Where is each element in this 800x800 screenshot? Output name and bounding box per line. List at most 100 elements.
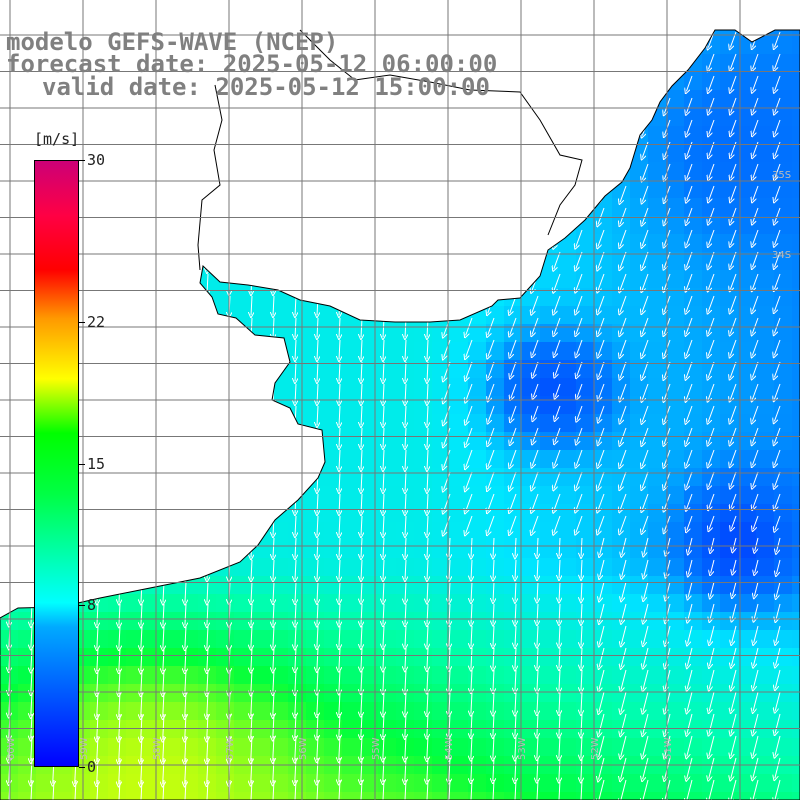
wind-arrow — [141, 119, 142, 139]
wind-cell — [504, 396, 523, 415]
wind-arrow — [466, 10, 472, 28]
wind-cell — [666, 54, 685, 73]
wind-cell — [684, 630, 703, 649]
wind-cell — [396, 198, 415, 217]
wind-cell — [234, 108, 253, 127]
wind-cell — [540, 774, 559, 793]
wind-cell — [774, 648, 793, 667]
wind-cell — [522, 252, 541, 271]
wind-cell — [180, 504, 199, 523]
wind-cell — [558, 792, 577, 800]
wind-cell — [414, 198, 433, 217]
wind-cell — [216, 558, 235, 577]
wind-cell — [306, 180, 325, 199]
wind-cell — [522, 432, 541, 451]
wind-arrow — [576, 251, 583, 269]
wind-cell — [684, 738, 703, 757]
wind-cell — [774, 144, 793, 163]
wind-cell — [720, 126, 739, 145]
wind-cell — [666, 558, 685, 577]
wind-cell — [414, 774, 433, 793]
wind-arrow — [488, 273, 495, 291]
wind-arrow — [600, 581, 605, 600]
wind-cell — [576, 468, 595, 487]
wind-cell — [486, 180, 505, 199]
wind-arrow — [752, 251, 759, 267]
wind-cell — [756, 396, 775, 415]
wind-cell — [360, 234, 379, 253]
wind-cell — [666, 684, 685, 703]
wind-arrow — [576, 229, 583, 247]
wind-cell — [630, 612, 649, 631]
wind-cell — [90, 774, 109, 793]
wind-cell — [126, 540, 145, 559]
wind-arrow — [273, 427, 274, 447]
wind-cell — [648, 558, 667, 577]
wind-cell — [702, 666, 721, 685]
wind-cell — [180, 702, 199, 721]
wind-arrow — [688, 559, 693, 575]
wind-cell — [684, 108, 703, 127]
wind-cell — [792, 594, 800, 613]
wind-cell — [216, 234, 235, 253]
wind-cell — [198, 432, 217, 451]
wind-cell — [756, 90, 775, 109]
wind-cell — [234, 432, 253, 451]
wind-cell — [288, 108, 307, 127]
wind-cell — [576, 342, 595, 361]
wind-cell — [342, 252, 361, 271]
wind-cell — [702, 792, 721, 800]
wind-arrow — [708, 471, 715, 487]
wind-arrow — [97, 119, 98, 139]
wind-arrow — [141, 163, 142, 183]
wind-cell — [108, 198, 127, 217]
wind-cell — [486, 234, 505, 253]
wind-cell — [594, 594, 613, 613]
wind-arrow — [295, 427, 296, 447]
wind-cell — [198, 414, 217, 433]
wind-arrow — [273, 295, 274, 315]
wind-cell — [468, 738, 487, 757]
wind-arrow — [427, 339, 428, 359]
wind-cell — [558, 36, 577, 55]
wind-cell — [324, 630, 343, 649]
wind-arrow — [427, 537, 428, 557]
wind-cell — [666, 216, 685, 235]
wind-arrow — [97, 339, 98, 359]
wind-cell — [432, 558, 451, 577]
wind-arrow — [532, 163, 539, 181]
wind-arrow — [31, 185, 32, 205]
wind-arrow — [427, 515, 428, 535]
wind-cell — [648, 252, 667, 271]
wind-cell — [144, 234, 163, 253]
wind-cell — [252, 360, 271, 379]
wind-cell — [756, 450, 775, 469]
wind-cell — [666, 342, 685, 361]
wind-cell — [486, 666, 505, 685]
wind-cell — [108, 162, 127, 181]
wind-cell — [756, 522, 775, 541]
wind-cell — [270, 540, 289, 559]
wind-cell — [630, 540, 649, 559]
wind-arrow — [532, 75, 539, 93]
wind-arrow — [576, 471, 583, 488]
wind-cell — [180, 144, 199, 163]
wind-cell — [720, 234, 739, 253]
wind-cell — [234, 180, 253, 199]
wind-arrow — [405, 185, 406, 205]
wind-cell — [180, 252, 199, 271]
wind-cell — [342, 234, 361, 253]
wind-cell — [486, 468, 505, 487]
wind-cell — [756, 540, 775, 559]
wind-arrow — [361, 405, 362, 425]
wind-cell — [162, 702, 181, 721]
wind-cell — [576, 30, 595, 37]
wind-arrow — [295, 537, 296, 557]
wind-arrow — [163, 493, 164, 513]
wind-arrow — [339, 317, 340, 337]
wind-cell — [756, 216, 775, 235]
wind-cell — [630, 72, 649, 91]
wind-cell — [558, 504, 577, 523]
wind-cell — [342, 504, 361, 523]
wind-cell — [414, 252, 433, 271]
